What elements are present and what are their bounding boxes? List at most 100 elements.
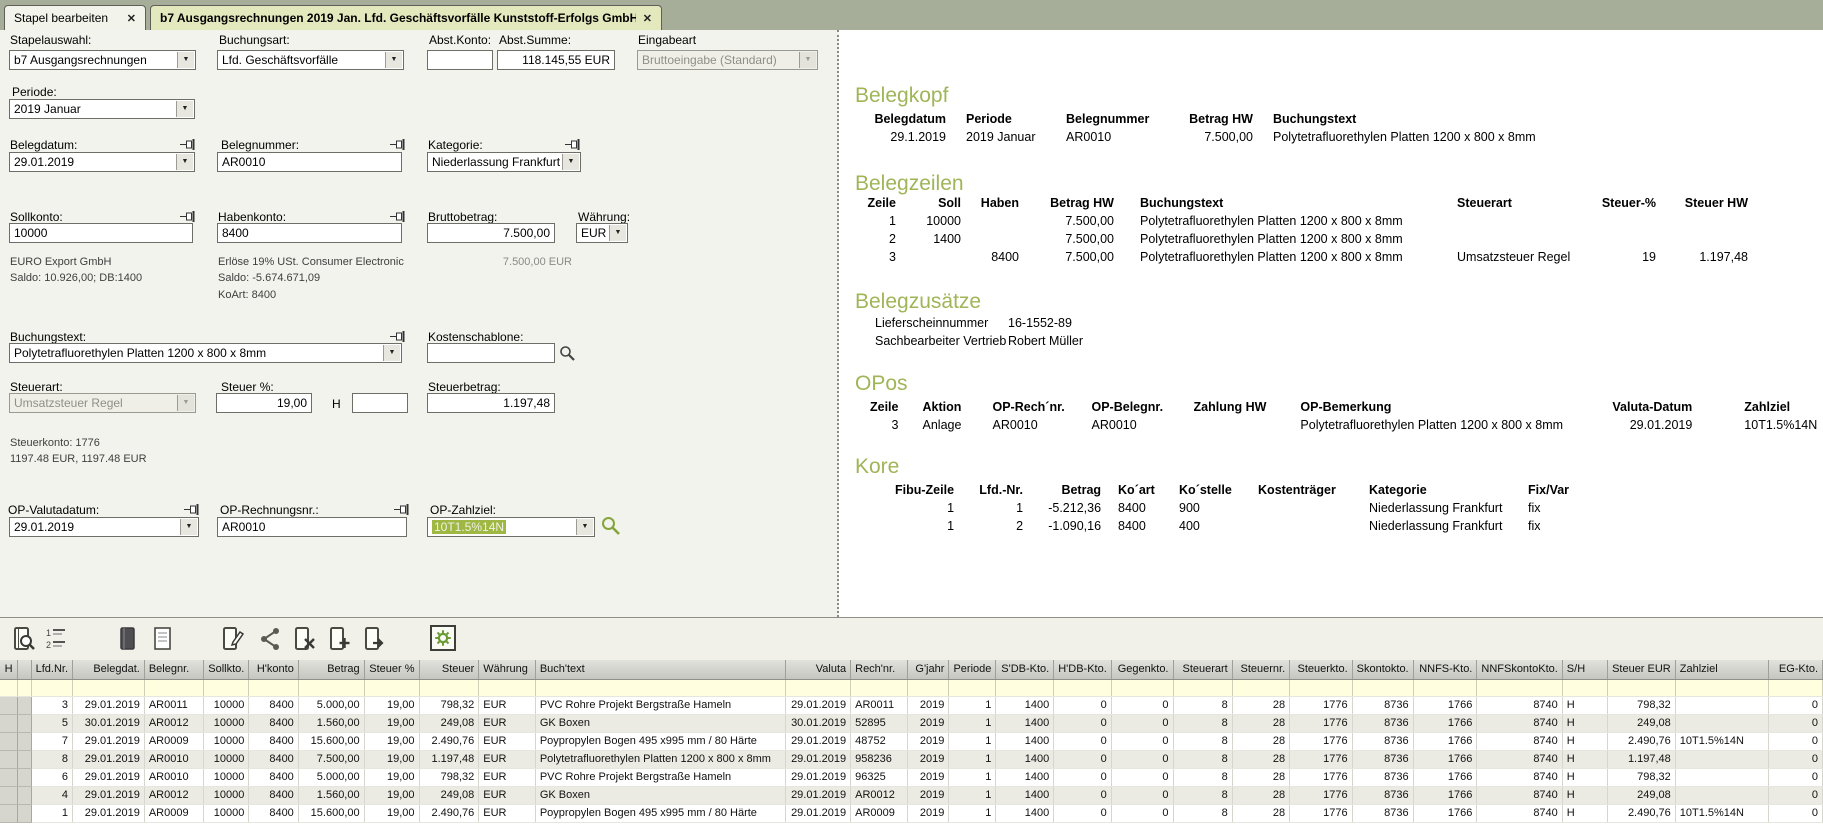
- cell[interactable]: [17, 750, 32, 769]
- chevron-down-icon[interactable]: [576, 519, 593, 535]
- cell[interactable]: 0: [1111, 804, 1174, 823]
- steuerprozent-input[interactable]: [216, 393, 312, 413]
- chevron-down-icon[interactable]: [176, 154, 193, 170]
- cell[interactable]: 8740: [1476, 786, 1563, 805]
- cell[interactable]: EUR: [478, 786, 536, 805]
- cell[interactable]: [0, 750, 19, 769]
- cell[interactable]: 2019: [907, 696, 950, 715]
- cell[interactable]: NNFS-Kto.: [1413, 660, 1478, 680]
- chevron-down-icon[interactable]: [609, 225, 626, 241]
- cell[interactable]: 2.490,76: [1607, 732, 1676, 751]
- cell[interactable]: EUR: [478, 732, 536, 751]
- cell[interactable]: H'DB-Kto.: [1053, 660, 1112, 680]
- cell[interactable]: 10000: [203, 768, 250, 787]
- cell[interactable]: 8736: [1352, 804, 1414, 823]
- chevron-down-icon[interactable]: [177, 52, 194, 68]
- cell[interactable]: 1776: [1289, 786, 1353, 805]
- cell[interactable]: GK Boxen: [535, 786, 787, 805]
- cell[interactable]: [1352, 679, 1414, 697]
- cell[interactable]: 8740: [1476, 732, 1563, 751]
- cell[interactable]: 19,00: [364, 768, 420, 787]
- cell[interactable]: 1: [948, 804, 997, 823]
- cell[interactable]: 8400: [248, 768, 299, 787]
- cell[interactable]: [1413, 679, 1478, 697]
- cell[interactable]: 8400: [248, 804, 299, 823]
- cell[interactable]: 0: [1111, 750, 1174, 769]
- cell[interactable]: S'DB-Kto.: [995, 660, 1055, 680]
- cell[interactable]: 8736: [1352, 732, 1414, 751]
- tab-ausgangsrechnungen[interactable]: b7 Ausgangsrechnungen 2019 Jan. Lfd. Ges…: [150, 5, 662, 30]
- cell[interactable]: 29.01.2019: [785, 804, 852, 823]
- cell[interactable]: Steuer EUR: [1607, 660, 1676, 680]
- cell[interactable]: [0, 696, 19, 715]
- periode-select[interactable]: 2019 Januar: [9, 99, 195, 119]
- cell[interactable]: 1.560,00: [298, 714, 365, 733]
- cell[interactable]: 1.560,00: [298, 786, 365, 805]
- cell[interactable]: [1675, 750, 1769, 769]
- cell[interactable]: 1776: [1289, 750, 1353, 769]
- cell[interactable]: 52895: [850, 714, 908, 733]
- cell[interactable]: AR0009: [850, 804, 908, 823]
- cell[interactable]: [72, 679, 145, 697]
- cell[interactable]: 1766: [1413, 750, 1478, 769]
- cell[interactable]: 28: [1232, 804, 1291, 823]
- cell[interactable]: 2.490,76: [1607, 804, 1676, 823]
- cell[interactable]: 249,08: [419, 786, 480, 805]
- cell[interactable]: Steuernr.: [1232, 660, 1291, 680]
- cell[interactable]: 3: [31, 696, 74, 715]
- cell[interactable]: 10000: [203, 696, 250, 715]
- cell[interactable]: [1053, 679, 1112, 697]
- cell[interactable]: [1289, 679, 1353, 697]
- cell[interactable]: 2019: [907, 786, 950, 805]
- cell[interactable]: 1.197,48: [1607, 750, 1676, 769]
- cell[interactable]: 8: [1173, 750, 1233, 769]
- cell[interactable]: 8: [1173, 732, 1233, 751]
- cell[interactable]: 29.01.2019: [785, 768, 852, 787]
- cell[interactable]: EG-Kto.: [1768, 660, 1823, 680]
- cell[interactable]: 1776: [1289, 732, 1353, 751]
- cell[interactable]: 15.600,00: [298, 804, 365, 823]
- cell[interactable]: 28: [1232, 714, 1291, 733]
- cell[interactable]: H: [1562, 750, 1609, 769]
- cell[interactable]: [0, 768, 19, 787]
- cell[interactable]: [1675, 768, 1769, 787]
- share-icon[interactable]: [258, 626, 282, 652]
- cell[interactable]: 0: [1111, 696, 1174, 715]
- cell[interactable]: PVC Rohre Projekt Bergstraße Hameln: [535, 696, 787, 715]
- cell[interactable]: Valuta: [785, 660, 852, 680]
- cell[interactable]: [0, 679, 19, 697]
- cell[interactable]: 1776: [1289, 768, 1353, 787]
- cell[interactable]: EUR: [478, 714, 536, 733]
- cell[interactable]: EUR: [478, 804, 536, 823]
- cell[interactable]: 10T1.5%14N: [1675, 804, 1769, 823]
- cell[interactable]: 29.01.2019: [72, 732, 145, 751]
- abstsumme-input[interactable]: [497, 50, 615, 70]
- cell[interactable]: [203, 679, 250, 697]
- waehrung-select[interactable]: EUR: [576, 223, 628, 243]
- op-rechnungsnr-input[interactable]: [217, 517, 407, 537]
- cell[interactable]: 798,32: [1607, 768, 1676, 787]
- cell[interactable]: 1776: [1289, 714, 1353, 733]
- cell[interactable]: 1400: [995, 804, 1055, 823]
- cell[interactable]: 8400: [248, 786, 299, 805]
- cell[interactable]: 8740: [1476, 768, 1563, 787]
- cell[interactable]: 8736: [1352, 750, 1414, 769]
- cell[interactable]: 0: [1768, 714, 1823, 733]
- cell[interactable]: 958236: [850, 750, 908, 769]
- cell[interactable]: 0: [1768, 768, 1823, 787]
- cell[interactable]: Steuerart: [1173, 660, 1233, 680]
- cell[interactable]: [17, 732, 32, 751]
- cell[interactable]: EUR: [478, 750, 536, 769]
- steuer-h-input[interactable]: [352, 393, 408, 413]
- cell[interactable]: H: [1562, 714, 1609, 733]
- cell[interactable]: H: [1562, 804, 1609, 823]
- cell[interactable]: AR0009: [144, 732, 205, 751]
- cell[interactable]: 8400: [248, 750, 299, 769]
- cell[interactable]: 8740: [1476, 696, 1563, 715]
- table-row[interactable]: 4 29.01.2019 AR0012 10000 8400 1.560,00 19,00 2…: [0, 786, 1823, 805]
- cell[interactable]: [0, 804, 19, 823]
- cell[interactable]: 10000: [203, 786, 250, 805]
- cell[interactable]: Zahlziel: [1675, 660, 1769, 680]
- cell[interactable]: H: [1562, 786, 1609, 805]
- cell[interactable]: Währung: [478, 660, 536, 680]
